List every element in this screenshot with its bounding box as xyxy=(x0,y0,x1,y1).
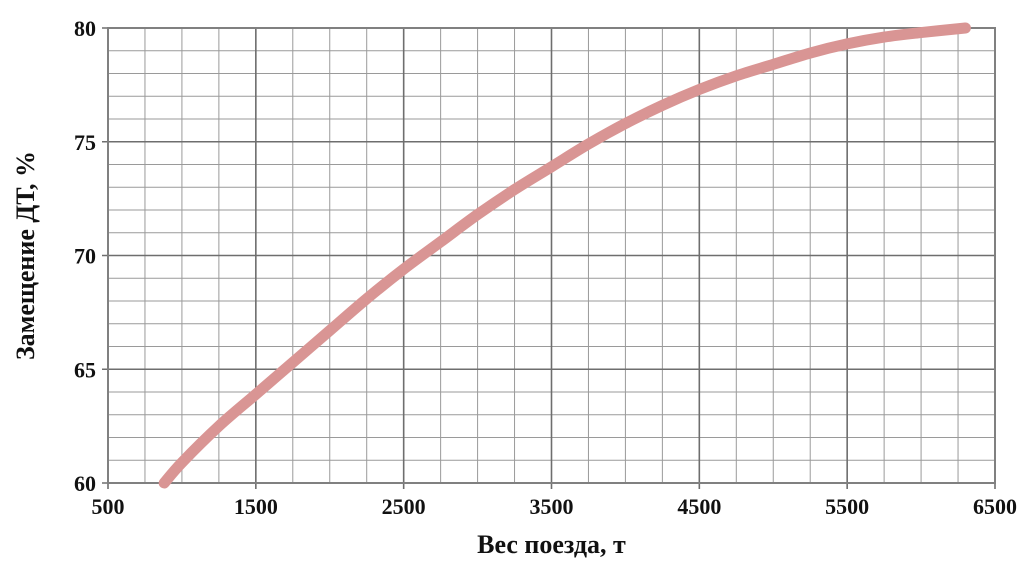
series-layer xyxy=(158,22,971,489)
y-tick-label: 65 xyxy=(74,357,96,382)
x-axis-tick-labels: 500 1500 2500 3500 4500 5500 6500 xyxy=(92,494,1018,519)
x-tick-label: 5500 xyxy=(825,494,869,519)
major-gridlines xyxy=(102,27,996,489)
x-tick-label: 500 xyxy=(92,494,125,519)
y-tick-label: 60 xyxy=(74,471,96,496)
y-tick-label: 70 xyxy=(74,244,96,269)
plot-area-border xyxy=(107,27,996,484)
y-tick-label: 80 xyxy=(74,16,96,41)
x-tick-label: 3500 xyxy=(530,494,574,519)
y-tick-label: 75 xyxy=(74,130,96,155)
x-tick-label: 6500 xyxy=(973,494,1017,519)
x-axis-title: Вес поезда, т xyxy=(477,530,626,559)
y-axis-tick-labels: 60 65 70 75 80 xyxy=(74,16,96,496)
x-tick-label: 2500 xyxy=(382,494,426,519)
x-tick-label: 4500 xyxy=(677,494,721,519)
y-axis-title: Замещение ДТ, % xyxy=(11,151,40,360)
series-line-0 xyxy=(158,22,971,489)
x-tick-label: 1500 xyxy=(234,494,278,519)
